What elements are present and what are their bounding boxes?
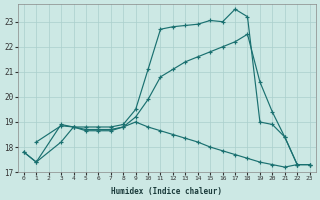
- X-axis label: Humidex (Indice chaleur): Humidex (Indice chaleur): [111, 187, 222, 196]
